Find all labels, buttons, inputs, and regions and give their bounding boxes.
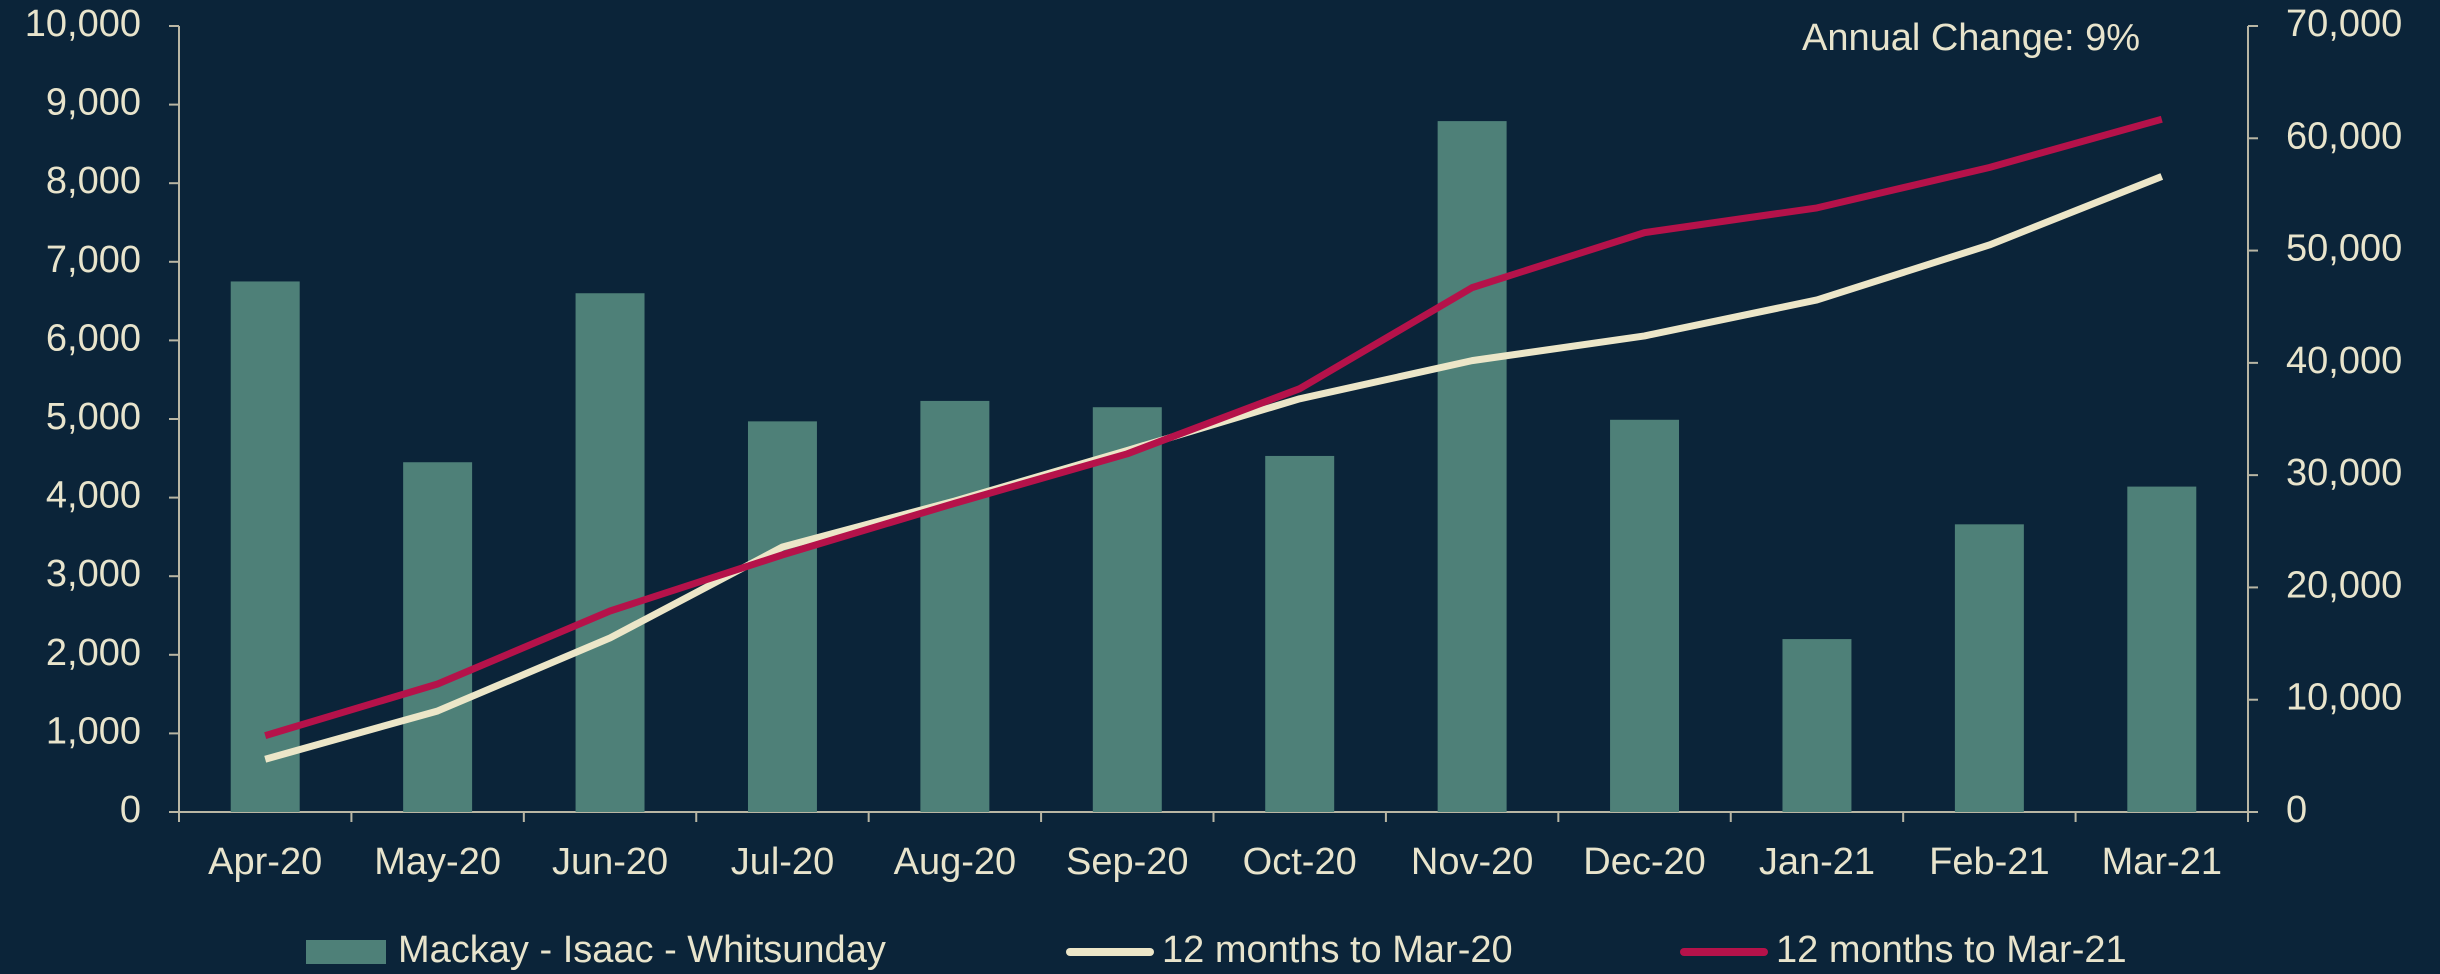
bar [1782, 639, 1852, 812]
bar [1610, 419, 1680, 812]
y-tick-label: 2,000 [46, 632, 141, 674]
line [264, 115, 2163, 739]
y-tick-label: 6,000 [46, 317, 141, 359]
y2-tick-label: 20,000 [2286, 564, 2402, 606]
x-tick-label: Jul-20 [731, 841, 835, 883]
bar [1437, 121, 1507, 812]
x-tick-label: Mar-21 [2102, 841, 2222, 883]
annotation: Annual Change: 9% [1802, 17, 2140, 59]
x-tick-label: Feb-21 [1929, 841, 2049, 883]
y2-tick-label: 40,000 [2286, 340, 2402, 382]
y2-tick-label: 10,000 [2286, 677, 2402, 719]
x-tick-label: Dec-20 [1583, 841, 1706, 883]
bar [747, 421, 817, 812]
legend-label: 12 months to Mar-20 [1162, 929, 1513, 971]
y-tick-label: 5,000 [46, 396, 141, 438]
y2-tick-label: 30,000 [2286, 452, 2402, 494]
bar [575, 293, 645, 812]
bar [1092, 407, 1162, 812]
x-tick-label: Nov-20 [1411, 841, 1534, 883]
y-tick-label: 9,000 [46, 82, 141, 124]
x-tick-label: Apr-20 [208, 841, 322, 883]
y2-tick-label: 0 [2286, 789, 2307, 831]
y2-tick-label: 50,000 [2286, 228, 2402, 270]
legend-label: 12 months to Mar-21 [1776, 929, 2127, 971]
y-tick-label: 1,000 [46, 710, 141, 752]
y2-tick-label: 60,000 [2286, 115, 2402, 157]
x-tick-label: Aug-20 [894, 841, 1017, 883]
y2-tick-label: 70,000 [2286, 3, 2402, 45]
bar [1265, 455, 1335, 812]
x-tick-label: Jan-21 [1759, 841, 1875, 883]
line [264, 173, 2164, 763]
legend-label: Mackay - Isaac - Whitsunday [398, 929, 886, 971]
y-tick-label: 7,000 [46, 239, 141, 281]
bar [2127, 486, 2197, 812]
bar [920, 400, 990, 812]
bar [230, 281, 300, 812]
x-tick-label: May-20 [374, 841, 501, 883]
bar [1954, 524, 2024, 812]
y-tick-label: 10,000 [25, 3, 141, 45]
x-tick-label: Oct-20 [1243, 841, 1357, 883]
y-tick-label: 8,000 [46, 160, 141, 202]
y-tick-label: 4,000 [46, 475, 141, 517]
legend-swatch [306, 940, 386, 964]
y-tick-label: 3,000 [46, 553, 141, 595]
x-tick-label: Jun-20 [552, 841, 668, 883]
x-tick-label: Sep-20 [1066, 841, 1189, 883]
y-tick-label: 0 [120, 789, 141, 831]
bar [403, 462, 473, 812]
